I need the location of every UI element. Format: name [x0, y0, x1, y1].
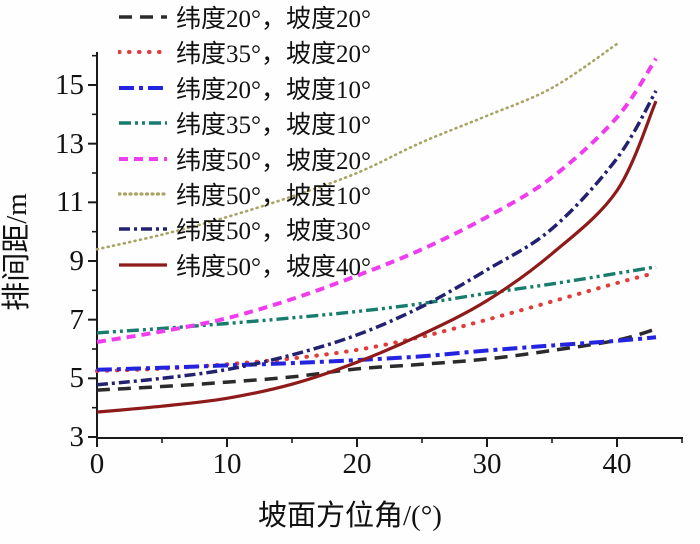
series-line-7: [96, 100, 658, 414]
legend-item: 纬度20°，坡度20°: [118, 3, 371, 33]
y-tick-label: 9: [69, 245, 85, 277]
x-tick-label: 20: [342, 448, 372, 480]
legend-label: 纬度20°，坡度10°: [176, 76, 371, 104]
y-tick-label: 3: [69, 421, 85, 453]
x-axis-title: 坡面方位角/(°): [258, 500, 442, 532]
y-tick-label: 7: [69, 303, 85, 336]
legend-item: 纬度50°，坡度20°: [118, 145, 371, 175]
legend-line-sample-icon: [119, 156, 167, 161]
legend-line-sample-icon: [119, 85, 167, 90]
series-line-0: [96, 327, 657, 392]
legend-item: 纬度35°，坡度20°: [118, 38, 371, 68]
x-tick-label: 0: [89, 448, 105, 480]
legend-label: 纬度50°，坡度40°: [176, 253, 371, 281]
y-tick-label: 13: [55, 127, 84, 160]
y-tick-label: 11: [56, 186, 84, 219]
legend-line-sample-icon: [119, 263, 167, 267]
y-tick-label: 15: [55, 69, 84, 101]
legend-label: 纬度20°，坡度20°: [176, 6, 371, 33]
series-line-1: [95, 270, 658, 373]
series-line-4: [96, 57, 658, 344]
legend-label: 纬度50°，坡度20°: [176, 147, 371, 175]
legend-line-sample-icon: [119, 15, 167, 19]
series-line-5: [95, 42, 619, 251]
legend-line-sample-icon: [119, 121, 167, 125]
series-line-2: [96, 335, 657, 372]
legend-label: 纬度50°，坡度10°: [176, 183, 371, 210]
x-tick-label: 10: [212, 448, 242, 480]
legend-label: 纬度35°，坡度10°: [176, 112, 371, 140]
x-tick-label: 30: [472, 448, 502, 480]
legend-line-sample-icon: [118, 192, 168, 196]
legend-item: 纬度50°，坡度40°: [118, 251, 371, 281]
legend-label: 纬度35°，坡度20°: [176, 41, 371, 69]
legend-line-sample-icon: [119, 227, 167, 232]
legend-item: 纬度35°，坡度10°: [118, 109, 371, 139]
x-tick-label: 40: [602, 448, 632, 480]
legend-line-sample-icon: [118, 50, 168, 55]
legend-item: 纬度50°，坡度30°: [118, 215, 371, 245]
legend-item: 纬度50°，坡度10°: [118, 180, 371, 210]
y-axis-title: 排间距/m: [1, 193, 33, 311]
legend-label: 纬度50°，坡度30°: [176, 218, 371, 246]
legend-item: 纬度20°，坡度10°: [118, 74, 371, 104]
y-tick-label: 5: [69, 362, 85, 395]
